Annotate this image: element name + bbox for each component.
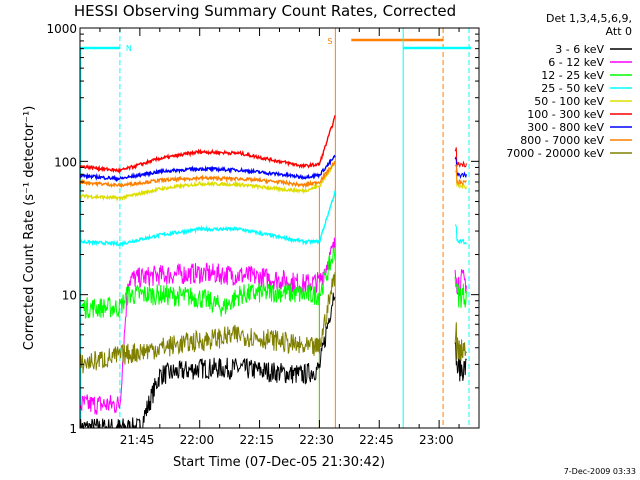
legend-entry-label: 100 - 300 keV bbox=[527, 108, 604, 121]
y-tick-label: 1 bbox=[69, 422, 77, 436]
series-line bbox=[79, 160, 336, 202]
series-line bbox=[79, 115, 336, 175]
legend-entry-label: 800 - 7000 keV bbox=[520, 134, 604, 147]
series-line-segment bbox=[454, 224, 467, 245]
series-line-segment bbox=[454, 341, 467, 382]
y-tick-label: 1000 bbox=[46, 22, 77, 36]
y-axis: 1 10 100 1000 bbox=[46, 22, 479, 436]
series-line-segment bbox=[454, 322, 467, 361]
series-line-segment bbox=[454, 164, 467, 186]
legend-entry-label: 50 - 100 keV bbox=[534, 95, 604, 108]
night-label: N bbox=[126, 44, 132, 53]
plot-area: NS bbox=[79, 28, 472, 430]
series-line bbox=[79, 246, 336, 319]
y-tick-label: 100 bbox=[54, 155, 77, 169]
series-line-segment bbox=[454, 169, 467, 190]
x-tick-label: 22:45 bbox=[359, 433, 394, 447]
saa-label: S bbox=[327, 37, 332, 46]
series-line bbox=[79, 272, 336, 374]
series-line-segment bbox=[454, 276, 467, 309]
y-tick-label: 10 bbox=[62, 289, 77, 303]
x-tick-label: 22:15 bbox=[239, 433, 274, 447]
series-line bbox=[79, 161, 336, 189]
legend-entry-label: 300 - 800 keV bbox=[527, 121, 604, 134]
x-tick-label: 23:00 bbox=[419, 433, 454, 447]
legend-entry-label: 25 - 50 keV bbox=[541, 82, 604, 95]
legend-entry-label: 7000 - 20000 keV bbox=[506, 147, 604, 160]
series-line bbox=[79, 190, 336, 248]
x-tick-label: 22:00 bbox=[180, 433, 215, 447]
x-axis: 21:45 22:00 22:15 22:30 22:45 23:00 bbox=[79, 28, 480, 447]
series-line bbox=[79, 292, 336, 430]
date-stamp: 7-Dec-2009 03:33 bbox=[564, 467, 636, 476]
legend-entry-label: 6 - 12 keV bbox=[548, 56, 604, 69]
series-line-segment bbox=[454, 269, 467, 297]
legend-header-2: Att 0 bbox=[606, 25, 632, 38]
legend-entry-label: 12 - 25 keV bbox=[541, 69, 604, 82]
y-axis-label: Corrected Count Rate (s⁻¹ detector⁻¹) bbox=[22, 106, 37, 351]
chart-title: HESSI Observing Summary Count Rates, Cor… bbox=[74, 2, 456, 20]
plot-frame bbox=[79, 27, 480, 429]
series-line bbox=[79, 154, 336, 183]
x-tick-label: 22:30 bbox=[299, 433, 334, 447]
series-line bbox=[79, 237, 336, 415]
x-axis-label: Start Time (07-Dec-05 21:30:42) bbox=[173, 455, 385, 470]
legend-entry-label: 3 - 6 keV bbox=[555, 43, 604, 56]
legend-header-1: Det 1,3,4,5,6,9, bbox=[546, 12, 632, 25]
x-tick-label: 21:45 bbox=[120, 433, 155, 447]
